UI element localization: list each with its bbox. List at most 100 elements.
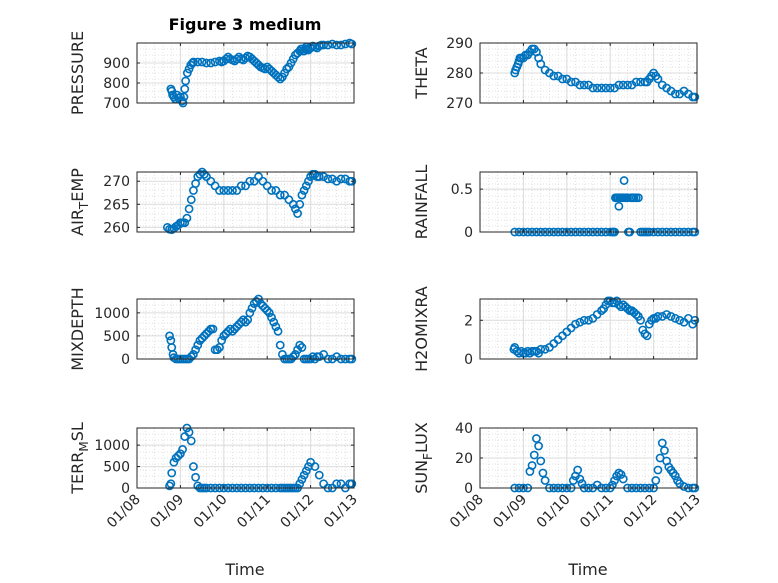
data-point (614, 201, 624, 211)
figure-title: Figure 3 medium (169, 15, 322, 34)
data-point (262, 306, 272, 315)
data-point (175, 449, 185, 459)
data-point (293, 345, 302, 355)
data-point (202, 58, 211, 68)
data-point (232, 186, 242, 195)
axes-box (136, 42, 355, 104)
y-tick-label: 500 (103, 460, 130, 476)
data-point (297, 190, 307, 200)
data-point (534, 441, 543, 451)
data-point (191, 345, 200, 355)
data-point (616, 470, 626, 479)
data-point (623, 80, 632, 90)
x-tick-label: 01/08 (104, 492, 144, 532)
y-tick-label: 700 (103, 96, 130, 112)
subplot-h2omixra: 0 2 H2OMIXRA (412, 286, 700, 372)
data-point (186, 195, 196, 205)
data-point (657, 312, 667, 321)
data-point (577, 479, 587, 488)
data-point (228, 186, 237, 195)
data-point (690, 92, 700, 102)
y-tick-label: 800 (103, 76, 130, 92)
data-point (199, 331, 209, 341)
data-point (299, 470, 309, 480)
data-point (336, 40, 346, 50)
data-point (310, 462, 320, 471)
data-point (332, 40, 342, 50)
data-point (241, 317, 250, 327)
data-point (251, 296, 261, 306)
data-point (538, 468, 548, 478)
data-point (299, 186, 309, 195)
data-point (527, 461, 537, 470)
data-point (618, 474, 628, 484)
axes-box (479, 171, 698, 233)
data-point (182, 213, 192, 223)
data-point (579, 315, 589, 325)
data-point (264, 308, 274, 318)
data-point (642, 331, 652, 341)
x-tick-label: 01/08 (447, 492, 487, 532)
data-point (540, 476, 550, 485)
data-point (566, 77, 576, 87)
data-point (186, 352, 196, 362)
data-point (295, 199, 305, 209)
data-point (536, 344, 546, 354)
data-point (269, 317, 279, 327)
data-point (614, 80, 624, 90)
y-tick-label: 1000 (94, 438, 130, 454)
data-point (297, 475, 307, 484)
data-point (597, 83, 606, 93)
data-point (631, 310, 641, 319)
data-point (215, 186, 224, 195)
y-tick-label: 0.5 (451, 182, 473, 198)
data-point (232, 322, 242, 332)
y-tick-label: 0 (121, 481, 130, 497)
data-point (189, 57, 198, 67)
data-point (314, 352, 324, 362)
data-point (267, 313, 276, 322)
data-point (191, 472, 200, 482)
data-point (323, 40, 333, 50)
data-point (647, 315, 656, 325)
data-point (280, 190, 289, 200)
data-point (273, 72, 283, 82)
x-tick-label: 01/09 (147, 492, 187, 532)
data-point (571, 319, 580, 329)
data-point (666, 312, 676, 321)
data-point (529, 450, 539, 460)
data-point (182, 68, 192, 78)
data-point (347, 176, 357, 186)
data-point (210, 181, 220, 191)
x-tick-label: 01/09 (490, 492, 530, 532)
data-point (592, 83, 602, 93)
data-point (619, 176, 629, 185)
data-point (181, 76, 191, 86)
y-axis-label: H2OMIXRA (412, 286, 431, 372)
data-point (670, 313, 680, 323)
y-tick-label: 20 (455, 451, 473, 467)
y-tick-label: 900 (103, 56, 130, 72)
axes-box (136, 427, 355, 489)
data-point (607, 480, 617, 490)
y-axis-label: MIXDEPTH (68, 287, 87, 370)
data-point (653, 312, 663, 321)
data-point (275, 190, 285, 200)
data-point (636, 315, 645, 325)
data-point (549, 71, 559, 81)
data-point (184, 427, 194, 437)
data-point (260, 303, 270, 313)
data-point (275, 340, 285, 350)
x-tick-label: 01/13 (321, 492, 361, 532)
data-point (282, 64, 292, 74)
x-tick-label: 01/12 (621, 492, 661, 532)
data-point (277, 349, 287, 359)
data-point (212, 345, 222, 355)
data-point (206, 176, 216, 186)
data-point (284, 195, 294, 205)
data-point (310, 169, 320, 179)
data-point (640, 329, 650, 339)
data-point (301, 466, 311, 476)
data-point (236, 181, 246, 191)
